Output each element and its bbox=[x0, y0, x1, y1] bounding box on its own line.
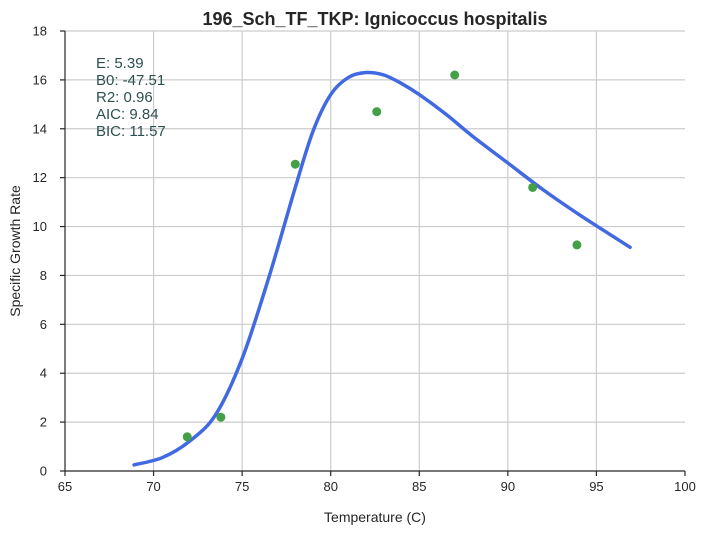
stat-bic: BIC: 11.57 bbox=[96, 123, 166, 140]
y-tick-label: 12 bbox=[33, 170, 47, 185]
data-point bbox=[528, 182, 538, 192]
y-axis-title: Specific Growth Rate bbox=[7, 185, 23, 317]
x-axis-title: Temperature (C) bbox=[324, 509, 426, 525]
y-tick-label: 2 bbox=[40, 415, 47, 430]
axes: 65 70 75 80 85 90 95 100 0 2 4 6 8 10 12 14 16 18 bbox=[33, 24, 696, 495]
data-points-layer bbox=[182, 70, 582, 442]
data-point bbox=[216, 412, 226, 422]
x-tick-label: 80 bbox=[323, 479, 337, 494]
fit-curve-layer bbox=[132, 70, 632, 467]
y-tick-label: 14 bbox=[33, 121, 47, 136]
grid bbox=[65, 30, 685, 471]
y-tick-label: 16 bbox=[33, 72, 47, 87]
data-point bbox=[182, 432, 192, 442]
y-tick-label: 8 bbox=[40, 268, 47, 283]
data-point bbox=[450, 70, 460, 80]
data-point bbox=[290, 159, 300, 169]
stat-aic: AIC: 9.84 bbox=[96, 106, 159, 123]
x-tick-label: 70 bbox=[146, 479, 160, 494]
data-point bbox=[372, 107, 382, 117]
y-tick-label: 18 bbox=[33, 24, 47, 39]
stat-e: E: 5.39 bbox=[96, 55, 144, 72]
y-tick-label: 6 bbox=[40, 317, 47, 332]
plot-area bbox=[65, 31, 685, 471]
stat-b0: B0: -47.51 bbox=[96, 72, 165, 89]
y-tick-label: 10 bbox=[33, 219, 47, 234]
fit-curve bbox=[132, 70, 632, 467]
x-tick-label: 100 bbox=[674, 479, 696, 494]
data-point bbox=[572, 240, 582, 250]
x-tick-label: 75 bbox=[235, 479, 249, 494]
x-tick-label: 85 bbox=[412, 479, 426, 494]
y-tick-label: 4 bbox=[40, 366, 47, 381]
y-tick-label: 0 bbox=[40, 464, 47, 479]
x-tick-label: 90 bbox=[501, 479, 515, 494]
stat-r2: R2: 0.96 bbox=[96, 89, 153, 106]
x-tick-label: 95 bbox=[589, 479, 603, 494]
x-tick-label: 65 bbox=[58, 479, 72, 494]
chart-title: 196_Sch_TF_TKP: Ignicoccus hospitalis bbox=[202, 9, 547, 29]
fit-statistics: E: 5.39 B0: -47.51 R2: 0.96 AIC: 9.84 BI… bbox=[96, 55, 166, 140]
